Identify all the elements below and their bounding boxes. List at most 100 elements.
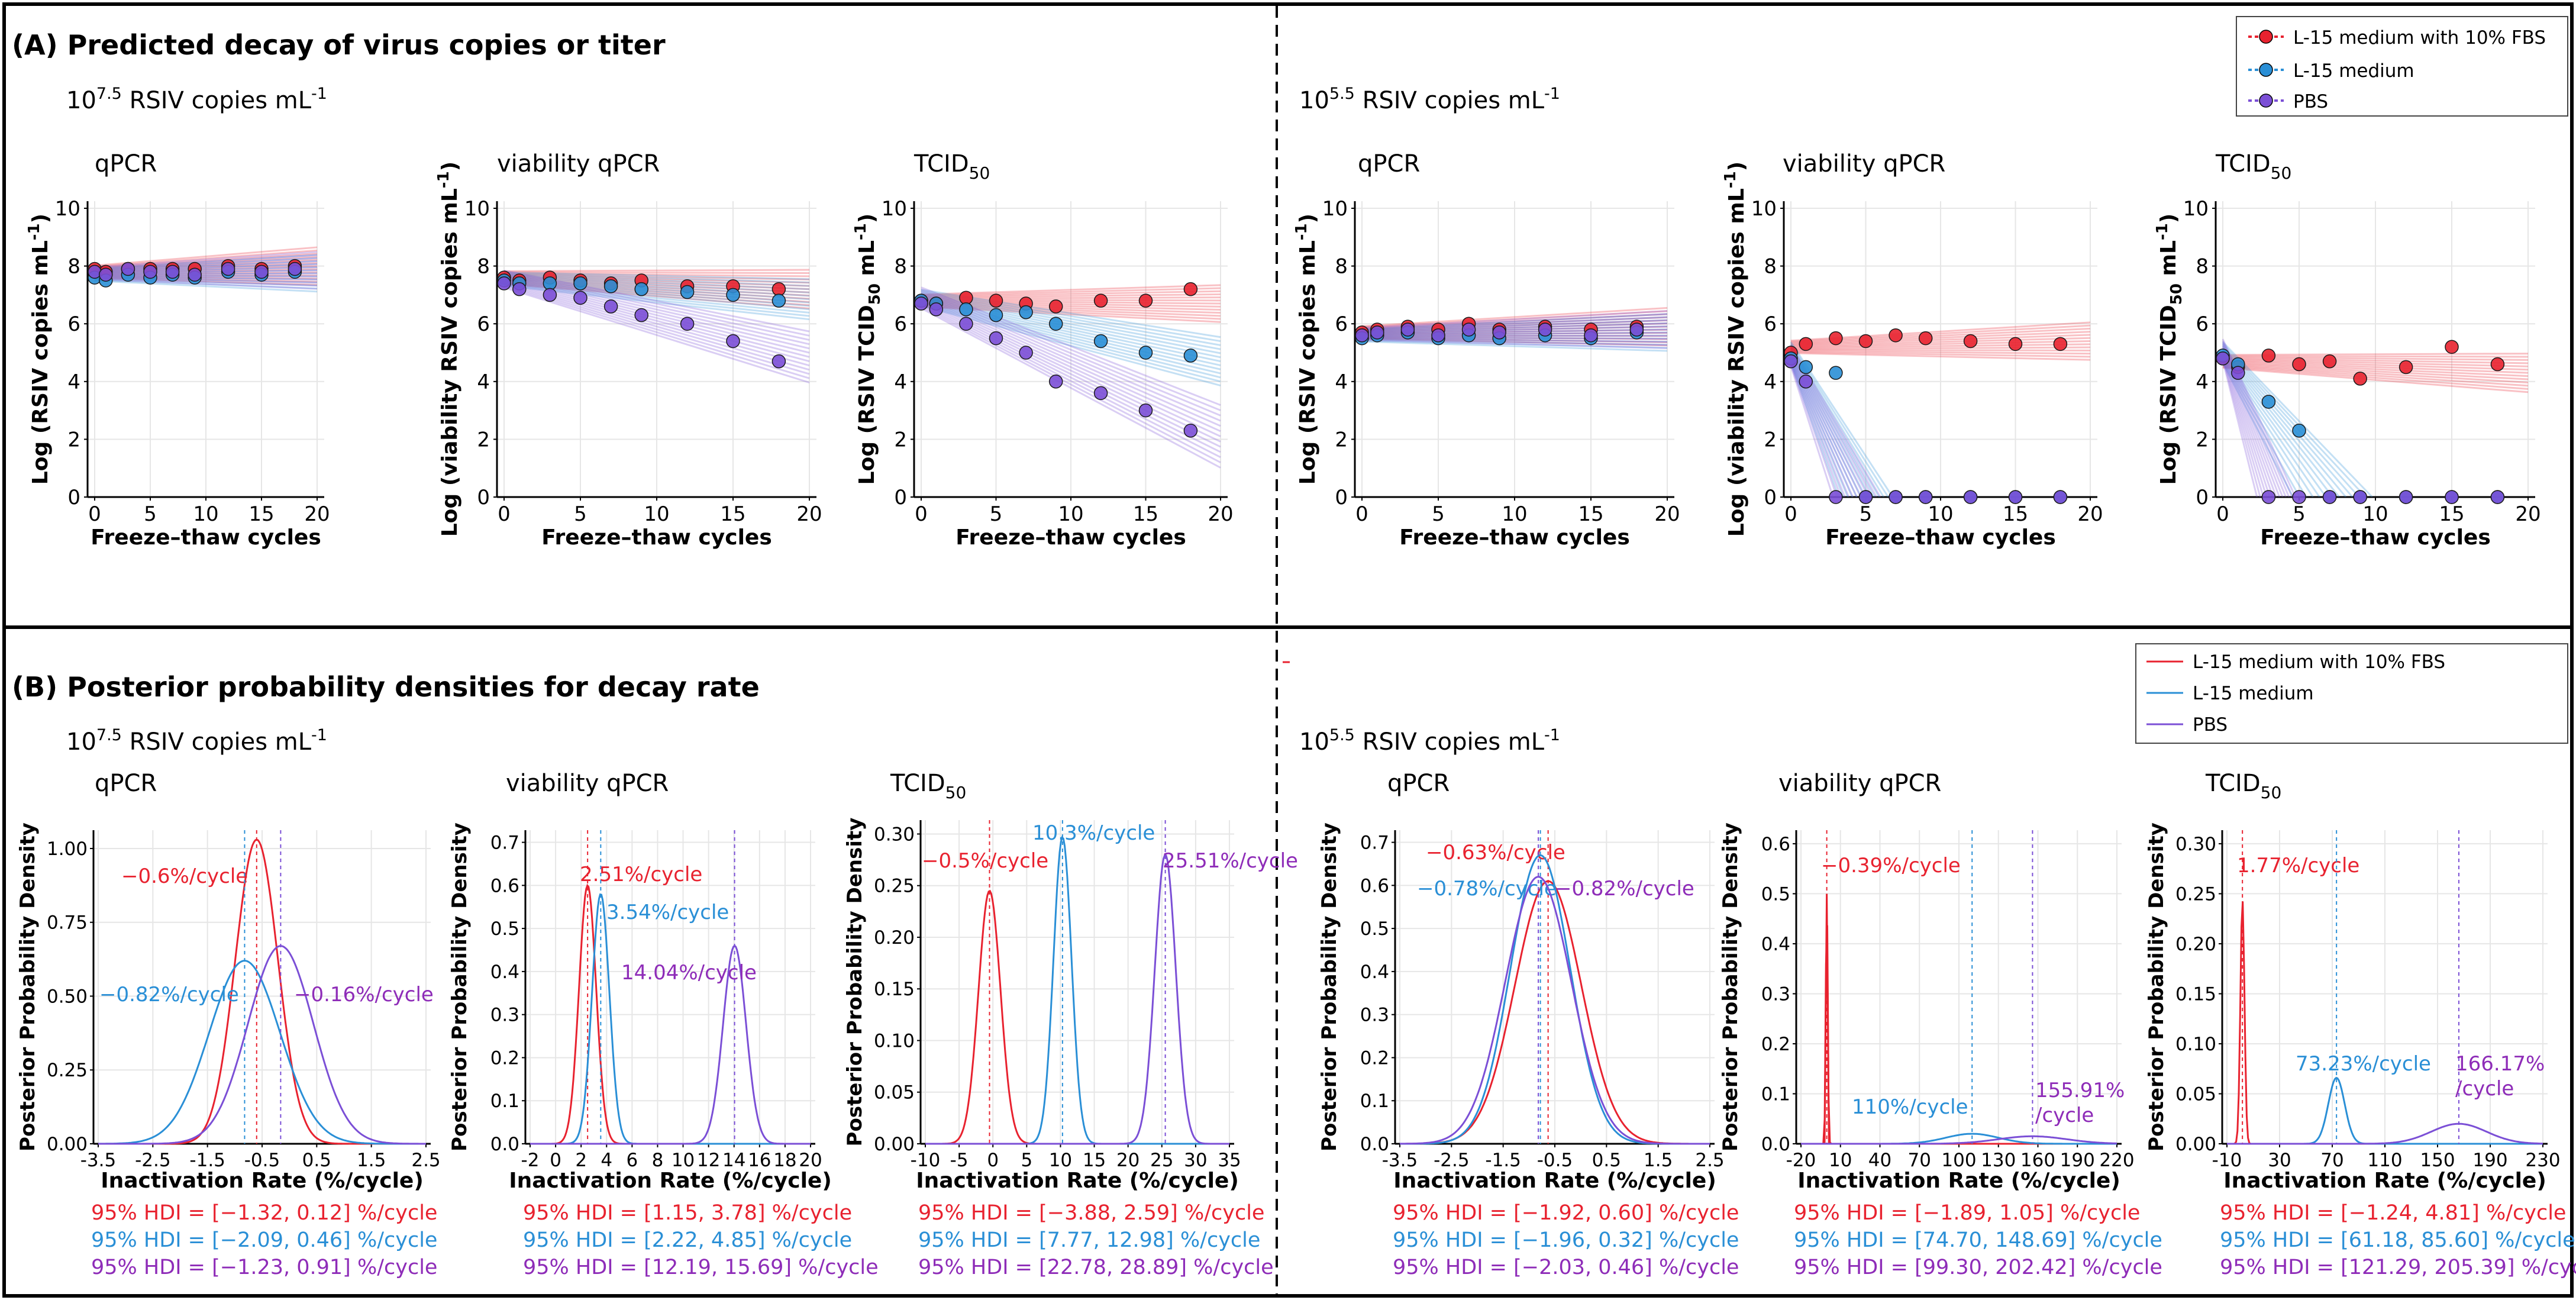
fit-line: [2222, 357, 2314, 497]
x-tick-label: 160: [2020, 1150, 2055, 1171]
x-tick-label: 5: [990, 502, 1003, 526]
mean-label: −0.82%/cycle: [99, 983, 239, 1007]
y-tick-label: 10: [2183, 197, 2209, 221]
data-point: [2008, 490, 2023, 504]
fit-line: [921, 307, 1221, 469]
fit-line: [2222, 356, 2265, 497]
fit-line: [503, 286, 810, 383]
data-point: [1019, 346, 1033, 360]
x-tick-label: 190: [2472, 1150, 2507, 1171]
data-point: [771, 282, 786, 296]
x-tick-label: 30: [1184, 1150, 1207, 1171]
data-point: [2008, 337, 2023, 351]
data-point: [771, 354, 786, 369]
y-axis-title: Posterior Probability Density: [16, 822, 40, 1151]
chart-title: qPCR: [1387, 770, 1450, 797]
hdi-label: 95% HDI = [−2.09, 0.46] %/cycle: [91, 1228, 437, 1252]
data-point: [1093, 386, 1108, 401]
x-tick-label: -0.5: [1537, 1150, 1573, 1171]
x-tick-label: 6: [626, 1150, 638, 1171]
panel-a-group-label-1: 107.5 RSIV copies mL-1: [66, 85, 327, 114]
y-tick-label: 4: [477, 370, 490, 394]
data-point: [2322, 490, 2337, 504]
x-tick-label: 20: [1654, 502, 1680, 526]
y-tick-label: 0.0: [490, 1134, 519, 1155]
y-tick-label: 0.00: [2175, 1134, 2216, 1155]
panel-a-title: (A) Predicted decay of virus copies or t…: [12, 29, 666, 61]
fit-line: [503, 275, 810, 350]
fit-line: [1790, 364, 1838, 497]
fit-line: [921, 304, 1221, 383]
data-point: [512, 282, 527, 296]
data-point: [2399, 490, 2413, 504]
y-tick-label: 8: [894, 255, 907, 279]
chart-a4: 0 2 4 6 8 10 0 5 10 15 20 Freeze–thaw cycles Log (vi…: [1722, 162, 2103, 550]
chart-a3: 0 2 4 6 8 10 0 5 10 15 20 Freeze–thaw cycles Log (RS…: [1293, 197, 1680, 550]
fit-line: [921, 305, 1221, 463]
mean-label: 10.3%/cycle: [1032, 821, 1155, 845]
x-tick-label: 10: [2362, 502, 2388, 526]
x-tick-label: 10: [1502, 502, 1527, 526]
x-tick-label: 8: [652, 1150, 664, 1171]
mean-label: −0.16%/cycle: [294, 983, 434, 1007]
chart-title: TCID50: [2205, 770, 2281, 802]
data-point: [1183, 349, 1198, 363]
fit-line: [921, 304, 1221, 459]
chart-title: TCID50: [890, 770, 966, 802]
legend-label-l15: L-15 medium: [2293, 60, 2414, 82]
y-axis-title: Log (RSIV TCID50 mL-1): [852, 214, 884, 485]
x-tick-label: 12: [697, 1150, 720, 1171]
fit-line: [2222, 358, 2261, 497]
data-point: [2353, 490, 2367, 504]
y-tick-label: 2: [67, 428, 80, 451]
hdi-label: 95% HDI = [−1.32, 0.12] %/cycle: [91, 1201, 437, 1225]
data-point: [2216, 351, 2230, 366]
fit-line: [2222, 360, 2258, 497]
fit-line: [94, 279, 318, 290]
data-point: [2261, 395, 2276, 409]
data-point: [1370, 325, 1384, 340]
data-point: [1093, 334, 1108, 349]
y-tick-label: 0.3: [490, 1005, 519, 1026]
x-tick-label: -20: [1786, 1150, 1816, 1171]
fit-line: [1361, 336, 1668, 340]
data-point: [2490, 490, 2505, 504]
mean-label: 73.23%/cycle: [2296, 1052, 2431, 1076]
x-tick-label: -2.5: [1434, 1150, 1470, 1171]
data-point: [497, 276, 511, 291]
chart-title: qPCR: [95, 770, 157, 797]
x-tick-label: -1.5: [189, 1150, 225, 1171]
chart-title: qPCR: [1358, 150, 1420, 178]
data-point: [726, 288, 740, 302]
y-tick-label: 6: [1764, 312, 1777, 336]
fit-line: [1361, 337, 1668, 347]
x-tick-label: 0: [1784, 502, 1797, 526]
data-point: [603, 279, 618, 293]
y-tick-label: 0.4: [490, 962, 519, 983]
data-point: [221, 262, 235, 276]
fit-line: [921, 293, 1221, 427]
data-point: [2053, 337, 2068, 351]
legend-label-fbs: L-15 medium with 10% FBS: [2193, 651, 2445, 673]
x-tick-label: 100: [1941, 1150, 1976, 1171]
y-tick-label: 2: [1764, 428, 1777, 451]
data-point: [1799, 337, 1813, 351]
x-tick-label: -2: [521, 1150, 540, 1171]
data-point: [1799, 360, 1813, 375]
data-point: [634, 282, 648, 296]
mean-label-cont: /cycle: [2035, 1104, 2094, 1127]
x-axis-title: Inactivation Rate (%/cycle): [2223, 1169, 2546, 1193]
x-tick-label: 20: [2077, 502, 2103, 526]
density-curve: [1801, 1135, 2117, 1145]
y-tick-label: 2: [1335, 428, 1348, 451]
fit-line: [503, 282, 810, 314]
y-tick-label: 0.05: [2175, 1083, 2216, 1105]
fit-line: [921, 292, 1221, 350]
fit-line: [2222, 341, 2373, 497]
hdi-label: 95% HDI = [−3.88, 2.59] %/cycle: [918, 1201, 1264, 1225]
x-tick-label: 190: [2060, 1150, 2095, 1171]
y-tick-label: 0.30: [2175, 834, 2216, 855]
x-axis-title: Freeze–thaw cycles: [955, 525, 1186, 550]
density-curve: [925, 853, 1229, 1145]
